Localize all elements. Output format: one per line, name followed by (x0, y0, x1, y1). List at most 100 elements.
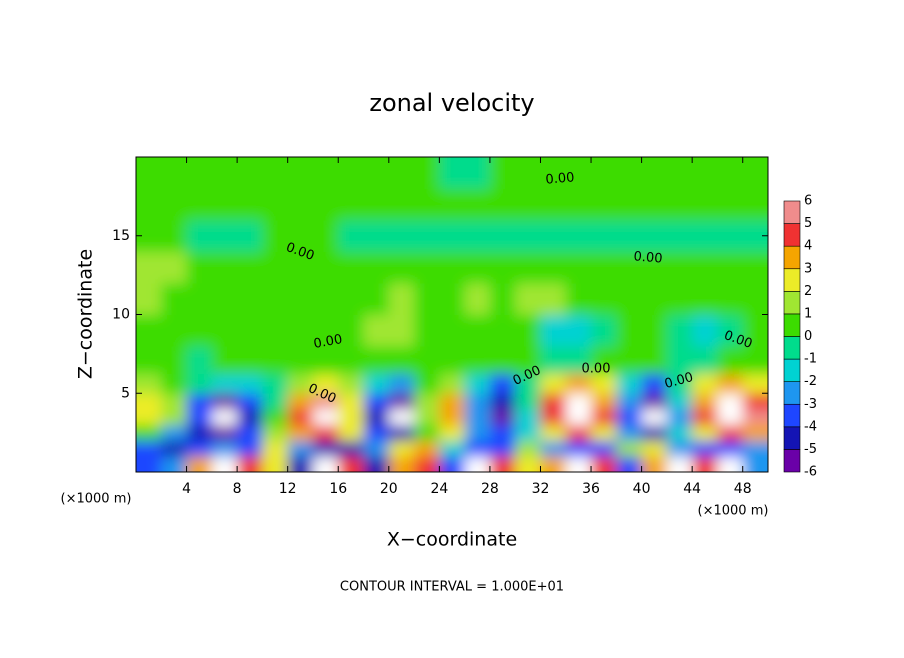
colorbar-swatch (783, 449, 801, 473)
field-cell (237, 157, 263, 189)
x-tick-label: 12 (279, 481, 297, 497)
field-cell (211, 188, 238, 221)
field-cell (338, 188, 365, 221)
colorbar-label: -5 (804, 442, 817, 457)
field-cell (388, 251, 415, 284)
field-cell (363, 456, 390, 472)
contour-label: 0.00 (663, 370, 695, 392)
field-cell (388, 157, 415, 189)
field-cell (717, 251, 744, 284)
field-cell (312, 409, 339, 426)
field-cell (464, 393, 491, 410)
field-cell (515, 440, 541, 457)
field-cell (388, 456, 415, 472)
field-cell (489, 314, 516, 347)
field-cell (312, 346, 339, 375)
x-tick-label: 40 (633, 481, 651, 497)
field-cell (161, 251, 188, 284)
field-cell (692, 220, 718, 252)
field-cell (136, 424, 162, 441)
field-cell (616, 440, 643, 457)
field-cell (312, 373, 339, 394)
field-cell (388, 424, 415, 441)
field-cell (287, 314, 314, 347)
field-cell (616, 409, 643, 426)
field-cell (717, 346, 744, 375)
field-cell (666, 157, 693, 189)
field-cell (262, 440, 289, 457)
field-cell (540, 188, 567, 221)
x-axis-label: X−coordinate (387, 529, 517, 551)
field-cell (287, 424, 314, 441)
field-cell (464, 346, 491, 375)
field-cell (692, 157, 718, 189)
field-cell (312, 440, 339, 457)
field-cell (161, 440, 188, 457)
x-tick-label: 32 (532, 481, 550, 497)
field-cell (464, 314, 491, 347)
field-cell (211, 314, 238, 347)
field-cell (464, 251, 491, 284)
field-cell (414, 157, 440, 189)
field-cell (237, 283, 263, 315)
field-cell (211, 283, 238, 315)
field-cell (439, 393, 466, 410)
field-cell (388, 393, 415, 410)
field-cell (287, 346, 314, 375)
field-cell (515, 251, 541, 284)
field-cell (237, 373, 263, 394)
field-cell (237, 346, 263, 375)
field-cell (211, 440, 238, 457)
field-cell (540, 373, 567, 394)
colorbar-label: 6 (804, 194, 812, 209)
field-cell (363, 393, 390, 410)
field-cell (565, 157, 592, 189)
field-cell (565, 314, 592, 347)
field-cell (338, 346, 365, 375)
field-cell (136, 188, 162, 221)
field-cell (717, 220, 744, 252)
field-cell (742, 251, 768, 284)
field-cell (388, 283, 415, 315)
field-cell (666, 283, 693, 315)
field-cell (287, 373, 314, 394)
field-cell (540, 424, 567, 441)
field-cell (717, 409, 744, 426)
field-cell (262, 314, 289, 347)
field-cell (666, 314, 693, 347)
field-cell (540, 157, 567, 189)
field-cell (186, 188, 213, 221)
field-cell (565, 188, 592, 221)
field-cell (136, 251, 162, 284)
field-cell (464, 456, 491, 472)
colorbar-swatch (783, 313, 801, 337)
field-cell (591, 373, 617, 394)
field-cell (540, 220, 567, 252)
field-cell (515, 188, 541, 221)
field-cell (565, 283, 592, 315)
field-cell (489, 424, 516, 441)
field-cell (742, 409, 768, 426)
field-cell (540, 456, 567, 472)
colorbar-label: 2 (804, 284, 812, 299)
field-cell (186, 251, 213, 284)
field-cell (742, 346, 768, 375)
field-cell (692, 314, 718, 347)
field-cell (186, 283, 213, 315)
field-cell (161, 157, 188, 189)
colorbar-label: -4 (804, 419, 817, 434)
field-cell (287, 393, 314, 410)
field-cell (717, 424, 744, 441)
field-cell (414, 409, 440, 426)
field-cell (186, 424, 213, 441)
field-cell (692, 424, 718, 441)
field-cell (161, 188, 188, 221)
field-cell (641, 314, 668, 347)
field-cell (666, 220, 693, 252)
field-cell (666, 393, 693, 410)
field-cell (515, 283, 541, 315)
field-cell (136, 409, 162, 426)
field-cell (515, 424, 541, 441)
colorbar-swatch (783, 200, 801, 224)
field-cell (338, 409, 365, 426)
